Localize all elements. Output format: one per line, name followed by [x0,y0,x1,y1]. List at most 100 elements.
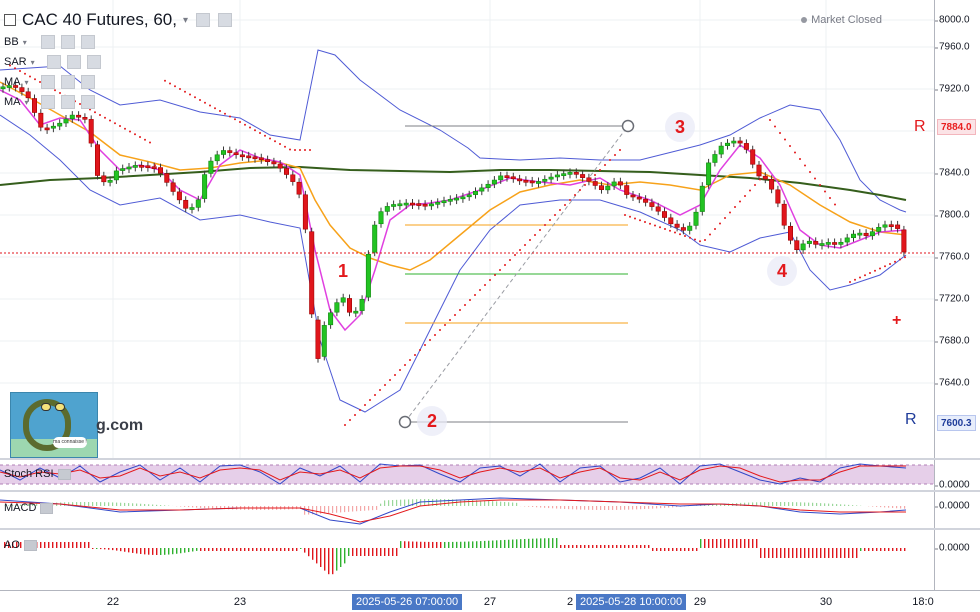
candle [25,91,31,99]
macd-axis[interactable]: 0.0000 [934,492,980,528]
crosshair-plus-icon[interactable]: + [892,312,902,329]
ao-bar [184,548,186,553]
eye-icon[interactable] [40,502,54,514]
gear-icon[interactable] [218,13,232,27]
macd-bar [508,502,510,506]
price-pane[interactable]: CAC 40 Futures, 60, ▾ BB ▾ SAR ▾ MA ▾ MA ▾ M… [0,0,934,458]
eye-icon[interactable] [23,539,37,551]
candle [674,223,680,228]
eye-icon[interactable] [196,13,210,27]
macd-bar [596,506,598,510]
sar-dot [484,284,486,286]
eye-icon[interactable] [57,468,71,480]
wave-label-3[interactable]: 3 [665,112,695,142]
stoch-axis[interactable]: 0.0000 [934,460,980,491]
price-chart[interactable] [0,0,934,458]
close-icon[interactable] [80,35,95,49]
candle [781,203,787,226]
eye-icon[interactable] [40,95,55,109]
macd-bar [424,499,426,506]
price-axis[interactable]: 8000.0 7960.0 7920.0 7840.0 7800.0 7760.… [934,0,980,458]
indicator-label-sar[interactable]: SAR ▾ [4,55,101,69]
price-tick: 7680.0 [935,335,970,347]
logo-image: ma connaisse ! [10,392,98,458]
macd-bar [548,506,550,509]
ao-bar [208,548,210,551]
macd-pane[interactable]: MACD [0,492,934,528]
macd-bar [348,506,350,512]
macd-bar [140,503,142,506]
symbol-title[interactable]: CAC 40 Futures, 60, ▾ [4,10,232,30]
sar-dot [754,184,756,186]
ao-label[interactable]: AO [4,539,37,551]
sar-dot [464,304,466,306]
time-axis[interactable]: 22 23 27 2 29 30 18:0 2025-05-26 07:00:0… [0,590,980,612]
sar-dot [364,404,366,406]
chevron-down-icon[interactable]: ▾ [30,57,35,67]
indicator-label-ma-1[interactable]: MA ▾ [4,75,95,89]
ao-axis[interactable]: 0.0000 [934,530,980,590]
indicator-label-bb[interactable]: BB ▾ [4,35,95,49]
eye-icon[interactable] [46,55,61,69]
ao-bar [812,548,814,558]
eye-icon[interactable] [40,75,55,89]
collapse-square-icon[interactable] [4,14,16,26]
wave-label-1[interactable]: 1 [337,261,348,281]
chevron-down-icon[interactable]: ▾ [182,14,188,26]
sar-dot [394,374,396,376]
ao-bar [712,539,714,548]
sar-dot [449,319,451,321]
macd-bar [820,503,822,506]
chevron-down-icon[interactable]: ▾ [24,97,29,107]
ao-bar [464,541,466,548]
macd-bar [564,506,566,509]
sar-dot [819,184,821,186]
candle [643,198,649,203]
stoch-rsi-pane[interactable]: Stoch RSI [0,460,934,490]
ao-bar [636,545,638,548]
sar-dot [379,389,381,391]
close-icon[interactable] [80,95,95,109]
macd-bar [768,502,770,506]
gear-icon[interactable] [60,75,75,89]
ao-bar [652,548,654,551]
close-icon[interactable] [80,75,95,89]
sar-dot [714,228,716,230]
price-tick: 7640.0 [935,377,970,389]
candle [668,217,674,225]
indicator-label-ma-2[interactable]: MA ▾ [4,95,95,109]
time-tick: 29 [693,596,707,608]
wave-label-4[interactable]: 4 [767,256,797,286]
macd-bar [212,506,214,509]
fib-handle-top[interactable] [621,119,635,133]
pane-divider[interactable] [0,528,980,530]
macd-bar [368,506,370,511]
pane-divider[interactable] [0,458,980,460]
fib-handle-bottom[interactable] [398,415,412,429]
close-icon[interactable] [86,55,101,69]
ao-bar [224,548,226,551]
sar-dot [584,184,586,186]
sar-dot [689,236,691,239]
gear-icon[interactable] [66,55,81,69]
chevron-down-icon[interactable]: ▾ [22,37,27,47]
sar-dot [184,90,186,93]
low-price-tag: 7600.3 [937,415,976,431]
stoch-rsi-label[interactable]: Stoch RSI [4,468,71,480]
pane-divider[interactable] [0,490,980,492]
fib-trend-line[interactable] [404,125,629,423]
candle [416,203,422,206]
eye-icon[interactable] [40,35,55,49]
ao-bar [48,542,50,548]
gear-icon[interactable] [60,35,75,49]
chevron-down-icon[interactable]: ▾ [24,77,29,87]
stoch-tick: 0.0000 [935,479,970,491]
ao-bar [132,548,134,553]
wave-label-2[interactable]: 2 [417,406,447,436]
gear-icon[interactable] [60,95,75,109]
candle [466,194,472,198]
ao-pane[interactable]: AO [0,530,934,590]
macd-label[interactable]: MACD [4,502,54,514]
sar-dot [234,118,236,121]
sar-dot [614,154,616,156]
